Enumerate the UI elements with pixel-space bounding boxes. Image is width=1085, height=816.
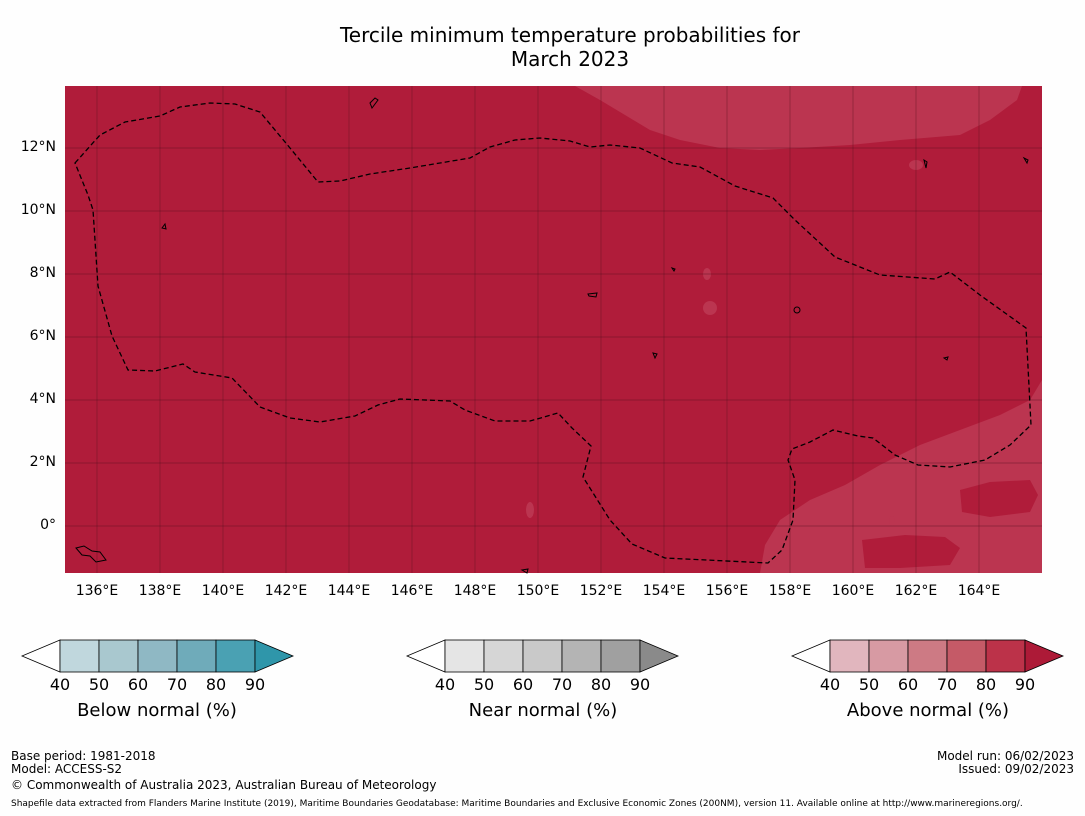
- base-period: Base period: 1981-2018: [11, 749, 156, 763]
- colorbar-segment: [215, 639, 256, 673]
- model-name: Model: ACCESS-S2: [11, 762, 123, 776]
- lat-tick-label: 12°N: [20, 139, 56, 155]
- island: [161, 222, 167, 230]
- colorbar-extend-high: [254, 639, 295, 673]
- colorbar-segment: [59, 639, 100, 673]
- lon-tick-label: 146°E: [390, 583, 434, 599]
- colorbar-segment: [985, 639, 1026, 673]
- colorbar-segment: [868, 639, 909, 673]
- colorbar-tick-label: 80: [975, 675, 997, 694]
- above-normal-80-patch-north: [575, 86, 1022, 150]
- colorbar-segment: [483, 639, 524, 673]
- above-normal-label: Above normal (%): [846, 700, 1010, 721]
- above-normal-90-patch-inner: [960, 480, 1038, 517]
- lon-tick-label: 148°E: [453, 583, 497, 599]
- gridlines: [65, 86, 1042, 573]
- lon-tick-label: 136°E: [75, 583, 119, 599]
- above-normal-80-spot: [703, 301, 717, 315]
- island: [670, 267, 676, 272]
- chart-title-line2: March 2023: [510, 47, 630, 71]
- colorbar-extend-high: [1024, 639, 1065, 673]
- colorbar-tick-label: 90: [629, 675, 651, 694]
- near-normal-label: Near normal (%): [468, 700, 618, 721]
- lon-tick-label: 154°E: [642, 583, 686, 599]
- island: [942, 356, 949, 361]
- colorbar-tick-label: 70: [551, 675, 573, 694]
- island: [793, 306, 801, 314]
- colorbar-segment: [946, 639, 987, 673]
- colorbar-tick-label: 70: [166, 675, 188, 694]
- above-normal-80-patch-southeast: [760, 380, 1042, 573]
- issued-date: Issued: 09/02/2023: [958, 762, 1074, 776]
- above-normal-80-spot: [526, 502, 534, 518]
- above-normal-90-patch-inner2: [862, 535, 960, 568]
- model-run-date: Model run: 06/02/2023: [936, 749, 1074, 763]
- colorbar-segment: [907, 639, 948, 673]
- colorbar-tick-label: 60: [127, 675, 149, 694]
- colorbar-tick-label: 60: [897, 675, 919, 694]
- lon-tick-label: 140°E: [201, 583, 245, 599]
- lat-tick-label: 6°N: [29, 328, 56, 344]
- colorbar-tick-label: 90: [1014, 675, 1036, 694]
- above-normal-80-spot: [889, 516, 895, 526]
- map-plot-area: [65, 86, 1042, 574]
- colorbar-segment: [522, 639, 563, 673]
- colorbar-tick-label: 90: [244, 675, 266, 694]
- colorbar-segment: [137, 639, 178, 673]
- colorbar-tick-label: 40: [819, 675, 841, 694]
- colorbar-tick-label: 40: [49, 675, 71, 694]
- lat-tick-label: 8°N: [29, 265, 56, 281]
- island: [75, 545, 107, 563]
- colorbar-tick-label: 40: [434, 675, 456, 694]
- lat-tick-label: 2°N: [29, 454, 56, 470]
- shapefile-credit: Shapefile data extracted from Flanders M…: [11, 799, 1023, 809]
- colorbar-segment: [98, 639, 139, 673]
- eez-boundary: [74, 102, 1032, 564]
- island: [587, 292, 598, 298]
- island: [923, 158, 928, 169]
- below-normal-label: Below normal (%): [77, 700, 237, 721]
- colorbar-extend-low: [405, 639, 446, 673]
- lon-tick-label: 164°E: [957, 583, 1001, 599]
- lat-tick-label: 4°N: [29, 391, 56, 407]
- colorbar-segment: [600, 639, 641, 673]
- colorbar-segment: [176, 639, 217, 673]
- colorbar-tick-label: 50: [88, 675, 110, 694]
- lon-tick-label: 150°E: [516, 583, 560, 599]
- colorbar-extend-high: [639, 639, 680, 673]
- colorbar-tick-label: 50: [473, 675, 495, 694]
- colorbar-near-normal: [405, 639, 680, 673]
- lon-tick-label: 152°E: [579, 583, 623, 599]
- lon-tick-label: 138°E: [138, 583, 182, 599]
- colorbar-extend-low: [790, 639, 831, 673]
- lon-tick-label: 160°E: [831, 583, 875, 599]
- lat-tick-label: 10°N: [20, 202, 56, 218]
- colorbar-segment: [444, 639, 485, 673]
- chart-title-line1: Tercile minimum temperature probabilitie…: [339, 23, 801, 47]
- colorbar-tick-label: 50: [858, 675, 880, 694]
- lon-tick-label: 162°E: [894, 583, 938, 599]
- lat-tick-label: 0°: [40, 517, 56, 533]
- colorbar-below-normal: [20, 639, 295, 673]
- colorbar-extend-low: [20, 639, 61, 673]
- colorbar-tick-label: 70: [936, 675, 958, 694]
- lon-tick-label: 144°E: [327, 583, 371, 599]
- colorbar-segment: [829, 639, 870, 673]
- island: [369, 97, 379, 110]
- colorbar-above-normal: [790, 639, 1065, 673]
- lon-tick-label: 142°E: [264, 583, 308, 599]
- islands: [75, 97, 1029, 574]
- lon-tick-label: 156°E: [705, 583, 749, 599]
- island: [1022, 156, 1029, 165]
- colorbar-tick-label: 60: [512, 675, 534, 694]
- island: [520, 568, 529, 574]
- colorbar-tick-label: 80: [205, 675, 227, 694]
- colorbar-tick-label: 80: [590, 675, 612, 694]
- island: [652, 352, 658, 360]
- copyright: © Commonwealth of Australia 2023, Austra…: [11, 778, 437, 792]
- lon-tick-label: 158°E: [768, 583, 812, 599]
- colorbar-segment: [561, 639, 602, 673]
